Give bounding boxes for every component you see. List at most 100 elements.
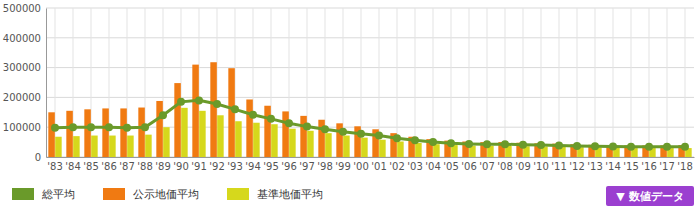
marks (48, 62, 691, 157)
bar (210, 62, 217, 157)
marker (249, 111, 257, 119)
marker (321, 125, 329, 133)
tick: '90 (173, 157, 188, 172)
bar (145, 135, 152, 157)
grid-line (523, 8, 524, 157)
grid-line (577, 8, 578, 157)
marker (591, 142, 599, 150)
tick-label: '84 (65, 161, 80, 172)
tick: '12 (569, 157, 584, 172)
tick-label: '83 (47, 161, 62, 172)
tick: '13 (587, 157, 602, 172)
grid-line (46, 97, 694, 98)
tick-label: '00 (353, 161, 368, 172)
tick-label: '01 (371, 161, 386, 172)
tick-label: '07 (479, 161, 494, 172)
bar (217, 115, 224, 157)
tick: '91 (191, 157, 206, 172)
tick: '98 (317, 157, 332, 172)
tick: 500000 (3, 3, 46, 14)
tick-label: '05 (443, 161, 458, 172)
bar (174, 83, 181, 157)
marker (555, 141, 563, 149)
tick: '17 (659, 157, 674, 172)
marker (195, 96, 203, 104)
bar (318, 120, 325, 157)
tick-label: '94 (245, 161, 260, 172)
tick: '10 (533, 157, 548, 172)
data-button[interactable]: ▼ 数値データ (606, 186, 694, 206)
bar (138, 108, 145, 157)
tick: '85 (83, 157, 98, 172)
bar (433, 144, 440, 157)
legend-label: 総平均 (41, 188, 75, 201)
bar (307, 131, 314, 157)
tick: '08 (497, 157, 512, 172)
tick-label: 400000 (3, 33, 41, 44)
axis-line (46, 9, 47, 158)
bar (264, 106, 271, 157)
bar (235, 121, 242, 157)
marker (51, 124, 59, 132)
tick: '09 (515, 157, 530, 172)
tick: '18 (677, 157, 692, 172)
tick: '15 (623, 157, 638, 172)
legend-item: 基準地価平均 (227, 188, 323, 201)
legend-swatch (103, 188, 125, 200)
bar (361, 138, 368, 157)
tick: '05 (443, 157, 458, 172)
tick-label: '18 (677, 161, 692, 172)
tick: 300000 (3, 62, 46, 73)
tick-label: '93 (227, 161, 242, 172)
axis-line (47, 157, 695, 158)
tick: '95 (263, 157, 278, 172)
bar (55, 137, 62, 157)
bar (66, 111, 73, 157)
tick: '92 (209, 157, 224, 172)
grid-line (505, 8, 506, 157)
marker (123, 124, 131, 132)
tick-label: '86 (101, 161, 116, 172)
grid-line (433, 8, 434, 157)
grid-line (667, 8, 668, 157)
bar (415, 143, 422, 157)
tick: '01 (371, 157, 386, 172)
button-label[interactable]: ▼ 数値データ (616, 190, 683, 203)
marker (105, 123, 113, 131)
tick: '86 (101, 157, 116, 172)
tick: '96 (281, 157, 296, 172)
tick: '83 (47, 157, 62, 172)
tick-label: '88 (137, 161, 152, 172)
marker (447, 139, 455, 147)
tick-label: '04 (425, 161, 440, 172)
tick-label: '10 (533, 161, 548, 172)
bar (343, 136, 350, 157)
grid-line (685, 8, 686, 157)
legend-label: 公示地価平均 (133, 188, 199, 201)
tick: '87 (119, 157, 134, 172)
bar (379, 140, 386, 157)
marker (609, 143, 617, 151)
grid-line (595, 8, 596, 157)
tick-label: '91 (191, 161, 206, 172)
marker (393, 134, 401, 142)
button-bg[interactable] (606, 186, 694, 206)
marker (357, 130, 365, 138)
marker (285, 119, 293, 127)
bar (73, 136, 80, 157)
tick-label: 0 (35, 152, 41, 163)
tick-label: '02 (389, 161, 404, 172)
bar (181, 108, 188, 157)
grid-line (46, 37, 694, 38)
marker (627, 143, 635, 151)
tick: 0 (35, 152, 46, 163)
grid-line (541, 8, 542, 157)
chart: 0100000200000300000400000500000'83'84'85… (0, 0, 700, 210)
tick: '84 (65, 157, 80, 172)
bar (127, 136, 134, 157)
tick: '99 (335, 157, 350, 172)
tick: '14 (605, 157, 620, 172)
tick-label: '92 (209, 161, 224, 172)
tick: '03 (407, 157, 422, 172)
tick-label: '15 (623, 161, 638, 172)
